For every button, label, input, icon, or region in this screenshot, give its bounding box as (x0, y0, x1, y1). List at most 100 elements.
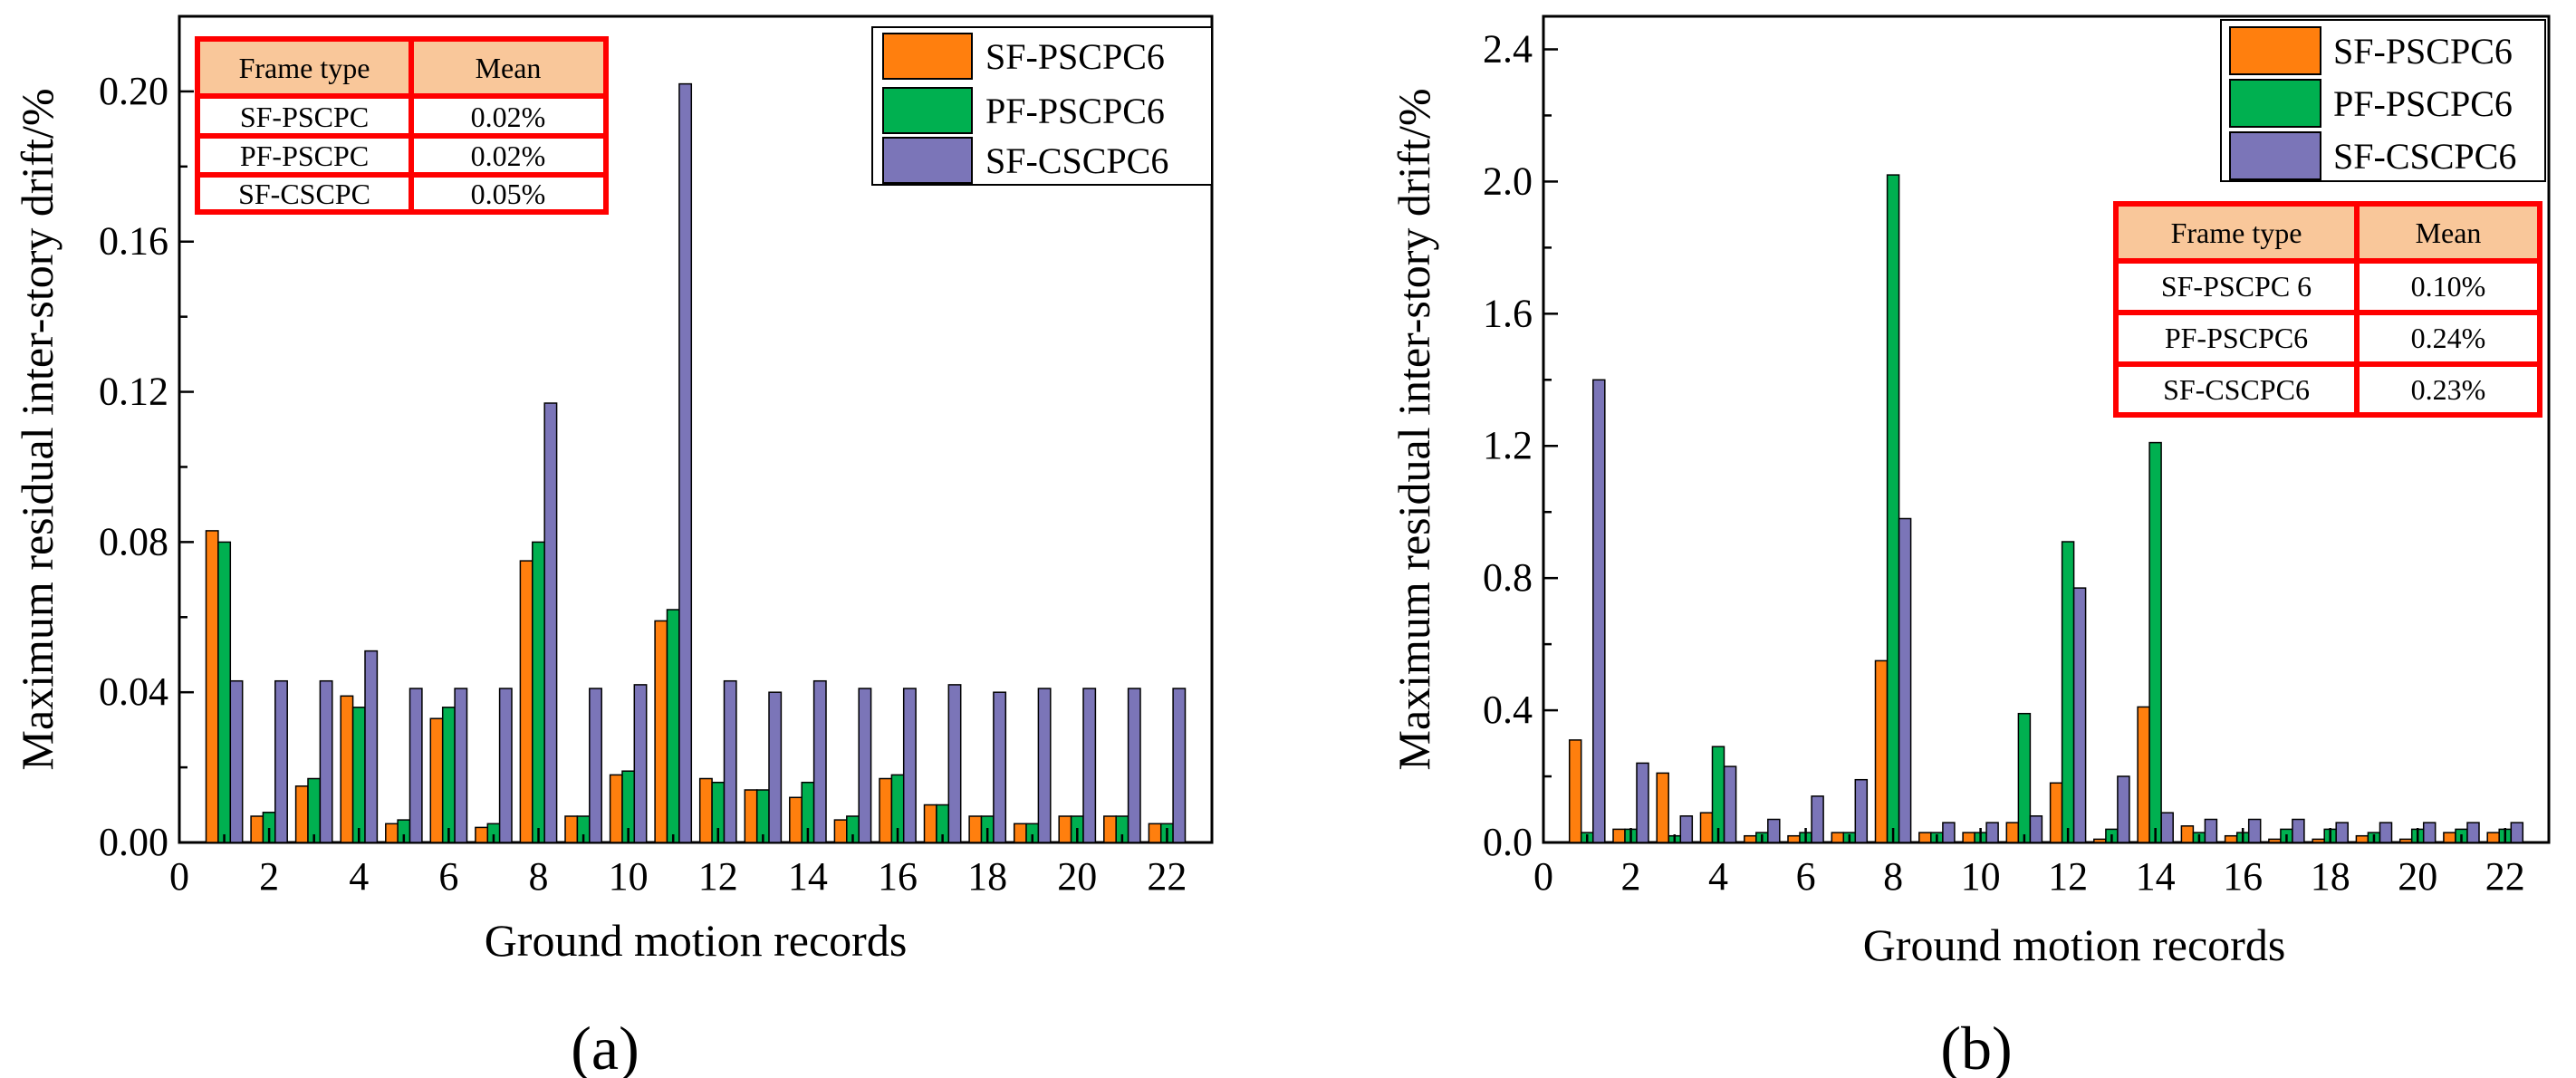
x-tick-label-b-0: 0 (1533, 854, 1553, 899)
legend-swatch-sf-cscpc6-b (2229, 131, 2321, 180)
table-cell-a-r3c2: 0.05% (471, 178, 546, 210)
bar-b-sf-cscpc6-3 (1679, 815, 1694, 843)
bar-a-sf-cscpc6-12 (723, 679, 737, 843)
x-tick-label-b-4: 4 (1708, 854, 1728, 899)
bar-b-sf-cscpc6-21 (2466, 822, 2480, 843)
x-tick-label-a-0: 0 (169, 854, 189, 899)
bar-b-sf-cscpc6-18 (2335, 822, 2349, 843)
legend-swatch-pf-pscpc6-b (2229, 79, 2321, 128)
y-tick-label-b-2.4: 2.4 (1483, 26, 1533, 71)
bar-b-sf-pscpc6-3 (1656, 772, 1669, 843)
mean-table-b: Frame type Mean SF-PSCPC 6 0.10% PF-PSCP… (2113, 201, 2542, 418)
x-tick-label-b-12: 12 (2048, 854, 2088, 899)
y-tick-label-b-0.8: 0.8 (1483, 555, 1533, 600)
bar-b-sf-pscpc6-16 (2224, 834, 2238, 843)
legend-a: SF-PSCPC6 PF-PSCPC6 SF-CSCPC6 (871, 26, 1213, 186)
bar-b-sf-cscpc6-10 (1985, 822, 1999, 843)
bar-a-sf-pscpc6-18 (968, 815, 983, 843)
bar-a-sf-cscpc6-11 (678, 82, 693, 843)
bar-b-sf-cscpc6-14 (2160, 812, 2174, 843)
y-tick-label-a-0.16: 0.16 (99, 219, 168, 264)
bar-a-sf-pscpc6-14 (789, 796, 803, 843)
y-axis-label-b: Maximum residual inter-story drift/% (1389, 88, 1439, 770)
x-tick-label-a-2: 2 (259, 854, 279, 899)
y-axis-label-a: Maximum residual inter-story drift/% (12, 88, 62, 770)
bar-b-sf-cscpc6-16 (2247, 818, 2262, 843)
legend-swatch-sf-pscpc6-b (2229, 26, 2321, 75)
table-cell-b-r1c2: 0.10% (2411, 270, 2486, 303)
bar-a-pf-pscpc6-11 (666, 609, 680, 843)
bar-a-sf-cscpc6-9 (589, 688, 602, 843)
legend-label-pf-pscpc6-a: PF-PSCPC6 (985, 91, 1165, 131)
legend-label-sf-pscpc6-b: SF-PSCPC6 (2333, 31, 2513, 72)
y-tick-label-b-1.2: 1.2 (1483, 423, 1533, 467)
bar-a-sf-pscpc6-12 (698, 777, 713, 843)
bar-a-pf-pscpc6-3 (307, 777, 322, 843)
bar-b-sf-pscpc6-6 (1787, 834, 1801, 843)
bar-b-sf-pscpc6-1 (1568, 739, 1582, 843)
bar-b-sf-cscpc6-11 (2029, 815, 2043, 843)
x-tick-label-b-2: 2 (1621, 854, 1641, 899)
bar-b-sf-pscpc6-2 (1612, 828, 1626, 843)
y-tick-label-a-0.00: 0.00 (99, 820, 168, 864)
y-tick-label-a-0.08: 0.08 (99, 519, 168, 563)
bar-b-sf-pscpc6-8 (1874, 659, 1889, 843)
bar-b-sf-pscpc6-12 (2049, 782, 2063, 843)
bar-a-sf-pscpc6-22 (1148, 823, 1162, 843)
bar-a-sf-pscpc6-7 (475, 826, 489, 843)
bar-a-sf-pscpc6-19 (1013, 823, 1027, 843)
panel-label-b: (b) (1940, 1014, 2012, 1078)
y-tick-label-b-1.6: 1.6 (1483, 291, 1533, 335)
bar-a-sf-cscpc6-19 (1037, 688, 1052, 843)
x-tick-label-a-18: 18 (967, 854, 1007, 899)
table-cell-b-r2c2: 0.24% (2411, 322, 2486, 354)
y-tick-label-b-0.0: 0.0 (1483, 820, 1533, 864)
bar-b-sf-pscpc6-11 (2005, 822, 2020, 843)
ticks-b: 0 2 4 6 8 10 12 14 16 18 20 22 0.0 0.4 0.8 1.2 1.6 2.0 2.4 (1483, 26, 2551, 899)
y-tick-label-a-0.20: 0.20 (99, 69, 168, 113)
bar-b-sf-pscpc6-18 (2312, 838, 2325, 843)
x-tick-label-b-6: 6 (1796, 854, 1816, 899)
table-cell-a-r2c2: 0.02% (471, 140, 546, 172)
bar-a-sf-cscpc6-21 (1127, 688, 1141, 843)
x-tick-label-a-8: 8 (529, 854, 549, 899)
y-tick-label-a-0.04: 0.04 (99, 669, 168, 714)
bar-b-sf-cscpc6-20 (2422, 822, 2437, 843)
bar-a-sf-pscpc6-4 (340, 695, 354, 843)
bar-b-pf-pscpc6-8 (1886, 174, 1900, 843)
x-tick-label-b-16: 16 (2223, 854, 2263, 899)
bar-a-sf-pscpc6-16 (879, 777, 893, 843)
bar-a-sf-cscpc6-22 (1172, 688, 1187, 843)
bar-b-sf-cscpc6-1 (1592, 379, 1606, 843)
bar-b-sf-pscpc6-13 (2093, 838, 2107, 843)
bar-a-sf-cscpc6-8 (543, 402, 558, 843)
bar-a-sf-pscpc6-8 (519, 560, 533, 843)
table-cell-a-r1c1: SF-PSCPC (240, 101, 369, 133)
x-tick-label-b-14: 14 (2136, 854, 2176, 899)
bar-b-sf-cscpc6-15 (2204, 818, 2218, 843)
x-tick-label-a-4: 4 (349, 854, 369, 899)
bar-b-sf-cscpc6-12 (2072, 587, 2087, 843)
bar-b-sf-cscpc6-17 (2292, 818, 2305, 843)
table-cell-b-r3c2: 0.23% (2411, 373, 2486, 406)
bar-b-sf-pscpc6-14 (2137, 706, 2150, 843)
bar-a-sf-pscpc6-6 (429, 717, 444, 843)
bar-a-sf-pscpc6-1 (205, 530, 219, 843)
bar-a-sf-pscpc6-13 (744, 789, 758, 843)
bar-b-pf-pscpc6-12 (2061, 541, 2075, 843)
legend-swatch-sf-pscpc6-a (882, 33, 973, 80)
bar-b-pf-pscpc6-14 (2148, 441, 2162, 843)
table-cell-a-r1c2: 0.02% (471, 101, 546, 133)
table-cell-a-r2c1: PF-PSCPC (240, 140, 369, 172)
bar-b-sf-cscpc6-7 (1854, 778, 1869, 843)
bar-b-sf-cscpc6-8 (1898, 517, 1912, 843)
table-header-frame-type-b: Frame type (2171, 217, 2302, 249)
y-tick-label-b-0.4: 0.4 (1483, 688, 1533, 732)
x-tick-label-a-22: 22 (1147, 854, 1187, 899)
bar-b-sf-pscpc6-9 (1918, 832, 1932, 843)
bar-a-pf-pscpc6-8 (532, 541, 545, 843)
bar-a-sf-cscpc6-13 (768, 691, 783, 843)
x-tick-label-b-20: 20 (2398, 854, 2437, 899)
table-cell-a-r3c1: SF-CSCPC (238, 178, 370, 210)
x-tick-label-a-6: 6 (438, 854, 458, 899)
